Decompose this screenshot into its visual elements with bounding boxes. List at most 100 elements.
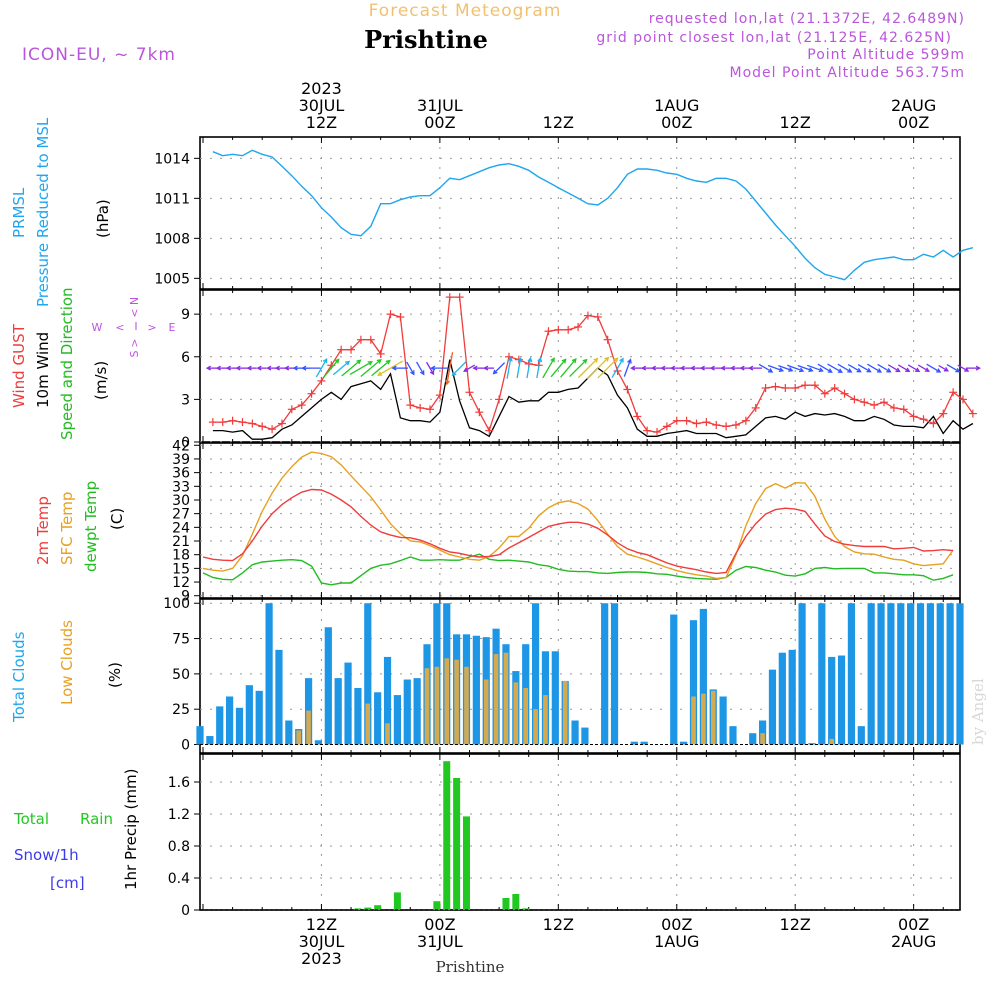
- wind-arrow: [526, 356, 533, 379]
- y-tick-label: 1008: [154, 231, 190, 247]
- top-time-label: 12Z: [306, 113, 337, 132]
- total-cloud-bar: [699, 608, 707, 745]
- total-cloud-bar: [610, 603, 619, 745]
- y-tick-label: 100: [163, 596, 190, 612]
- pressure-unit-label: (hPa): [94, 199, 112, 238]
- total-cloud-bar: [907, 603, 915, 745]
- y-tick-label: 25: [172, 702, 190, 718]
- wind-arrow: [323, 358, 340, 378]
- wind-arrow-head: [429, 370, 435, 376]
- gust-marker: [445, 293, 454, 302]
- gust-marker: [840, 389, 849, 398]
- panel-frame: [199, 136, 961, 290]
- y-tick-label: 0: [181, 435, 190, 451]
- wind-arrow: [787, 364, 805, 373]
- bottom-time-label: 31JUL: [417, 932, 463, 951]
- gust-marker: [850, 395, 859, 404]
- wind-arrow-shaft: [827, 363, 843, 373]
- wind-arrow: [341, 359, 362, 377]
- gust-marker: [277, 419, 286, 428]
- wind-arrow: [256, 365, 267, 371]
- total-cloud-bar: [877, 603, 885, 745]
- wind-arrow-shaft: [926, 363, 941, 373]
- wind-arrow-head: [847, 368, 853, 373]
- wind-arrow: [767, 364, 785, 373]
- total-cloud-bar: [778, 652, 786, 745]
- panel-4: 0 0.4 0.8 1.2 1.6: [168, 753, 961, 919]
- wind-arrow-head: [367, 361, 373, 366]
- bottom-time-label: 00Z: [661, 915, 692, 934]
- wind-arrow-shaft: [597, 357, 618, 379]
- gust-marker: [623, 385, 632, 394]
- wind-arrow-head: [246, 365, 252, 371]
- wind-arrow-head: [483, 365, 489, 371]
- total-cloud-bar: [196, 726, 204, 745]
- wind-arrow: [586, 356, 610, 380]
- wind-arrow-shaft: [817, 363, 833, 373]
- gust-marker: [692, 419, 701, 428]
- wind-arrow-head: [419, 370, 425, 376]
- total-cloud-bar: [383, 656, 392, 745]
- gust-marker: [603, 335, 612, 344]
- rain-bar: [433, 901, 441, 910]
- wind-arrow-shaft: [946, 363, 960, 373]
- gust-marker: [386, 310, 395, 319]
- precip-panel-labels: Total Rain Snow/1h [cm] 1hr Precip (mm): [13, 769, 140, 892]
- compass-rose: N < I > S W < > E: [92, 297, 176, 358]
- low-cloud-bar: [464, 666, 469, 745]
- wind-arrow-shaft: [758, 363, 773, 373]
- wind-arrow-shaft: [452, 360, 468, 376]
- gust-marker: [702, 418, 711, 427]
- product-title: Forecast Meteogram: [369, 1, 562, 21]
- wind-arrow: [416, 361, 425, 376]
- total-cloud-bar: [275, 649, 283, 745]
- gust-marker: [909, 412, 918, 421]
- pressure-line: [212, 149, 974, 281]
- wind-arrow: [506, 356, 513, 379]
- gust-marker: [583, 311, 592, 320]
- total-cloud-bar: [216, 706, 224, 745]
- wind-arrow: [650, 365, 662, 371]
- wind-arrow-shaft: [837, 363, 852, 373]
- low-cloud-bar: [829, 738, 834, 745]
- wind-arrow-head: [301, 365, 307, 371]
- wind-arrow: [492, 362, 506, 375]
- gust-marker: [741, 416, 750, 425]
- gust-marker: [593, 312, 602, 321]
- gust-marker: [929, 419, 938, 428]
- total-cloud-bar: [472, 635, 480, 745]
- total-cloud-bar: [245, 685, 253, 745]
- wind-arrow-shaft: [560, 358, 577, 378]
- total-cloud-bar: [255, 690, 263, 745]
- wind-arrow-head: [866, 367, 872, 373]
- gust-marker: [416, 403, 425, 412]
- gust-marker: [317, 376, 326, 385]
- wind-arrow-head: [739, 365, 745, 371]
- wind-arrow-shaft: [778, 365, 793, 372]
- wind-arrow-shaft: [425, 361, 435, 375]
- total-cloud-bar: [837, 655, 846, 745]
- rain-bar: [364, 907, 372, 910]
- panel-3: 0 25 50 75 100: [163, 596, 961, 754]
- y-tick-label: 1.6: [168, 775, 190, 791]
- y-tick-label: 0: [181, 903, 190, 919]
- wind-arrow-shaft: [897, 364, 910, 372]
- gust-marker: [889, 403, 898, 412]
- gust-marker: [771, 382, 780, 391]
- wind-arrow-head: [975, 365, 981, 371]
- wind-arrow: [797, 364, 814, 373]
- total-cloud-bar: [867, 603, 875, 745]
- temp-panel-labels: 2m Temp SFC Temp dewpt Temp (C): [34, 481, 126, 572]
- wind-arrow-head: [507, 356, 513, 362]
- prmsl-label: PRMSL: [10, 187, 28, 238]
- y-tick-label: 12: [172, 575, 190, 591]
- y-tick-label: 1011: [154, 191, 190, 207]
- wind-arrow-shaft: [378, 360, 404, 376]
- compass-south: S: [128, 350, 141, 357]
- wind-arrow: [445, 352, 454, 386]
- gust-marker: [682, 416, 691, 425]
- y-tick-label: 1.2: [168, 807, 190, 823]
- wind-arrow-head: [274, 365, 280, 371]
- wind-arrow-shaft: [867, 363, 882, 373]
